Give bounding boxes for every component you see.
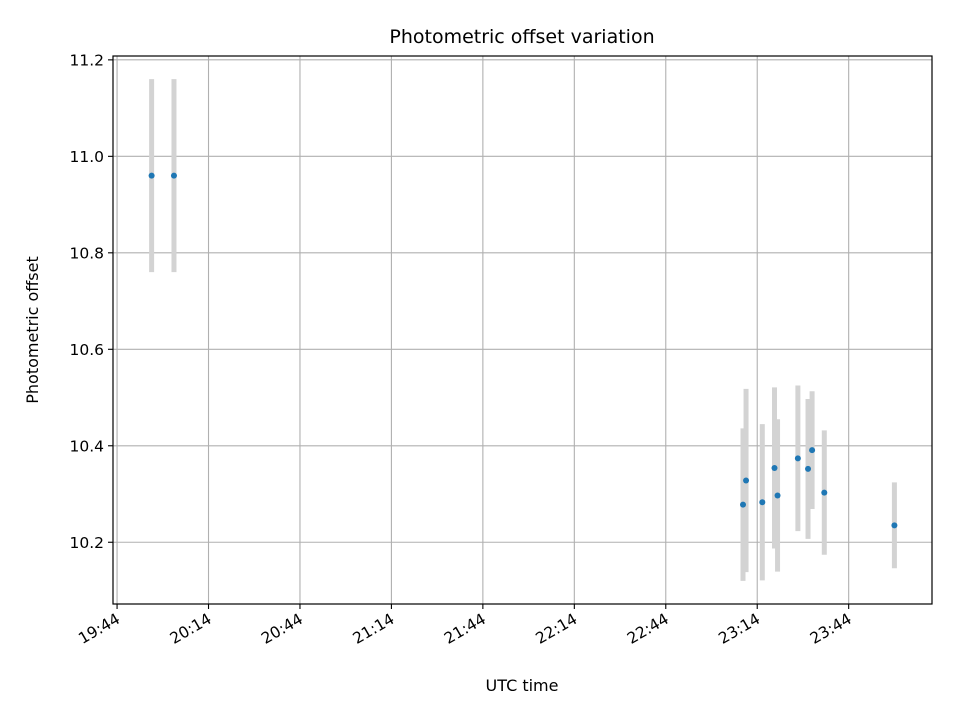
data-point [809, 447, 816, 454]
data-point [805, 465, 812, 472]
y-tick-label: 11.2 [69, 51, 104, 69]
y-tick-label: 11.0 [69, 148, 104, 166]
y-tick-label: 10.6 [69, 341, 104, 359]
data-point [759, 499, 766, 506]
y-tick-label: 10.2 [69, 534, 104, 552]
data-point [771, 464, 778, 471]
x-axis-label: UTC time [486, 676, 559, 695]
data-point [891, 522, 898, 529]
data-point [148, 172, 155, 179]
chart-title: Photometric offset variation [389, 26, 654, 48]
data-point [743, 477, 750, 484]
y-axis-label: Photometric offset [23, 256, 42, 404]
plot-frame [112, 55, 933, 605]
y-axis: 10.2 10.4 10.6 10.8 11.0 11.2 [69, 51, 113, 552]
data-points [148, 172, 898, 529]
data-point [794, 455, 801, 462]
data-point [740, 501, 746, 508]
data-point [170, 172, 177, 179]
data-point [774, 492, 781, 499]
y-tick-label: 10.8 [69, 244, 104, 262]
y-tick-label: 10.4 [69, 437, 104, 455]
data-point [821, 489, 828, 496]
